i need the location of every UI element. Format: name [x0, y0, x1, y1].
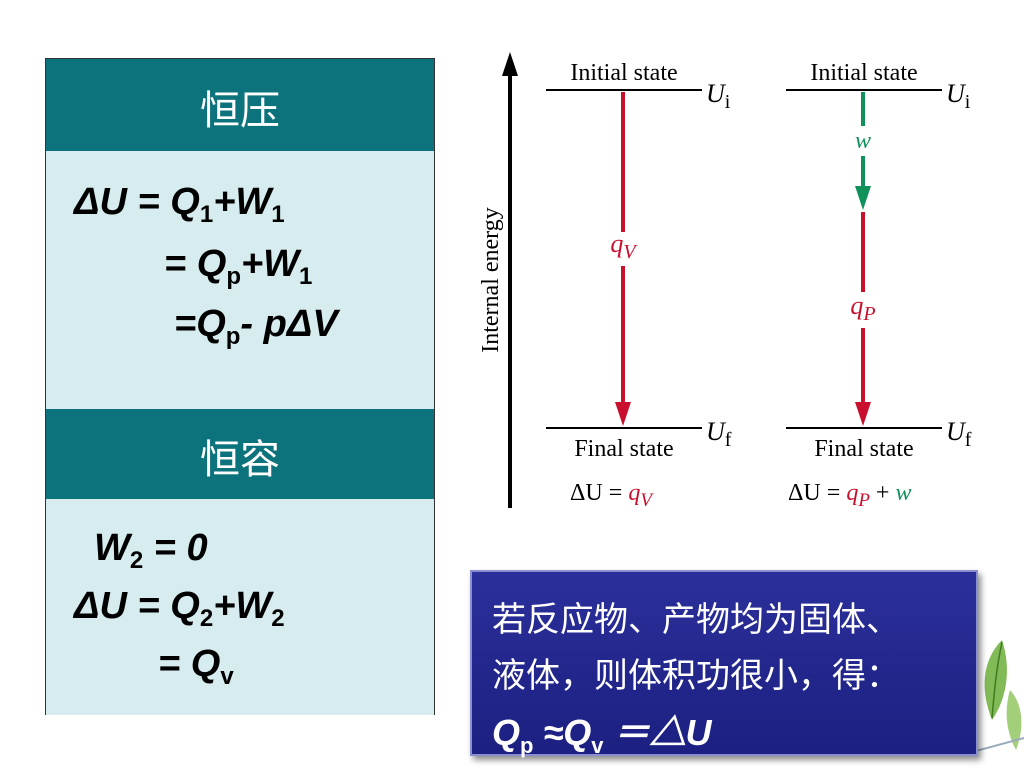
right-delta-u-equation: ΔU = qP + w — [788, 480, 911, 511]
left-panel: 恒压 ΔU = Q1+W1 = Qp+W1 =Qp- pΔV 恒容 W2 = 0… — [45, 58, 435, 715]
right-final-label: Final state — [814, 436, 913, 462]
axis-label: Internal energy — [478, 207, 504, 353]
left-delta-u-equation: ΔU = qV — [570, 480, 654, 511]
left-qv-label: qV — [610, 229, 638, 263]
energy-diagram: Internal energy Initial state Ui qV Fina… — [470, 48, 990, 518]
right-w-label: w — [855, 128, 871, 154]
conclusion-note: 若反应物、产物均为固体、 液体，则体积功很小，得： Qp ≈Qv ＝△U — [470, 570, 978, 758]
right-heat-arrowhead-icon — [855, 402, 871, 426]
left-final-label: Final state — [574, 436, 673, 462]
eq-pressure-line1: ΔU = Q1+W1 — [74, 181, 285, 228]
left-uf-label: Uf — [706, 417, 732, 451]
note-line1: 若反应物、产物均为固体、 — [492, 600, 900, 640]
left-initial-label: Initial state — [570, 60, 677, 86]
eq-volume-line1: W2 = 0 — [94, 527, 208, 574]
right-uf-label: Uf — [946, 417, 972, 451]
right-work-arrowhead-icon — [855, 186, 871, 210]
right-qp-label: qP — [850, 291, 875, 325]
eq-pressure-line3: =Qp- pΔV — [174, 303, 338, 350]
eq-volume-line3: = Qv — [158, 643, 234, 690]
note-equation: Qp ≈Qv ＝△U — [492, 712, 712, 758]
leaf-icon — [971, 620, 1024, 760]
right-ui-label: Ui — [946, 79, 971, 113]
left-ui-label: Ui — [706, 79, 731, 113]
constant-pressure-header: 恒压 — [46, 59, 434, 151]
eq-volume-line2: ΔU = Q2+W2 — [74, 585, 285, 632]
constant-pressure-section: ΔU = Q1+W1 = Qp+W1 =Qp- pΔV — [46, 151, 434, 409]
constant-volume-section: W2 = 0 ΔU = Q2+W2 = Qv — [46, 499, 434, 715]
constant-volume-header: 恒容 — [46, 409, 434, 499]
note-line2: 液体，则体积功很小，得： — [492, 656, 900, 696]
left-heat-arrowhead-icon — [615, 402, 631, 426]
axis-arrow-icon — [502, 52, 518, 76]
right-initial-label: Initial state — [810, 60, 917, 86]
eq-pressure-line2: = Qp+W1 — [164, 243, 313, 290]
